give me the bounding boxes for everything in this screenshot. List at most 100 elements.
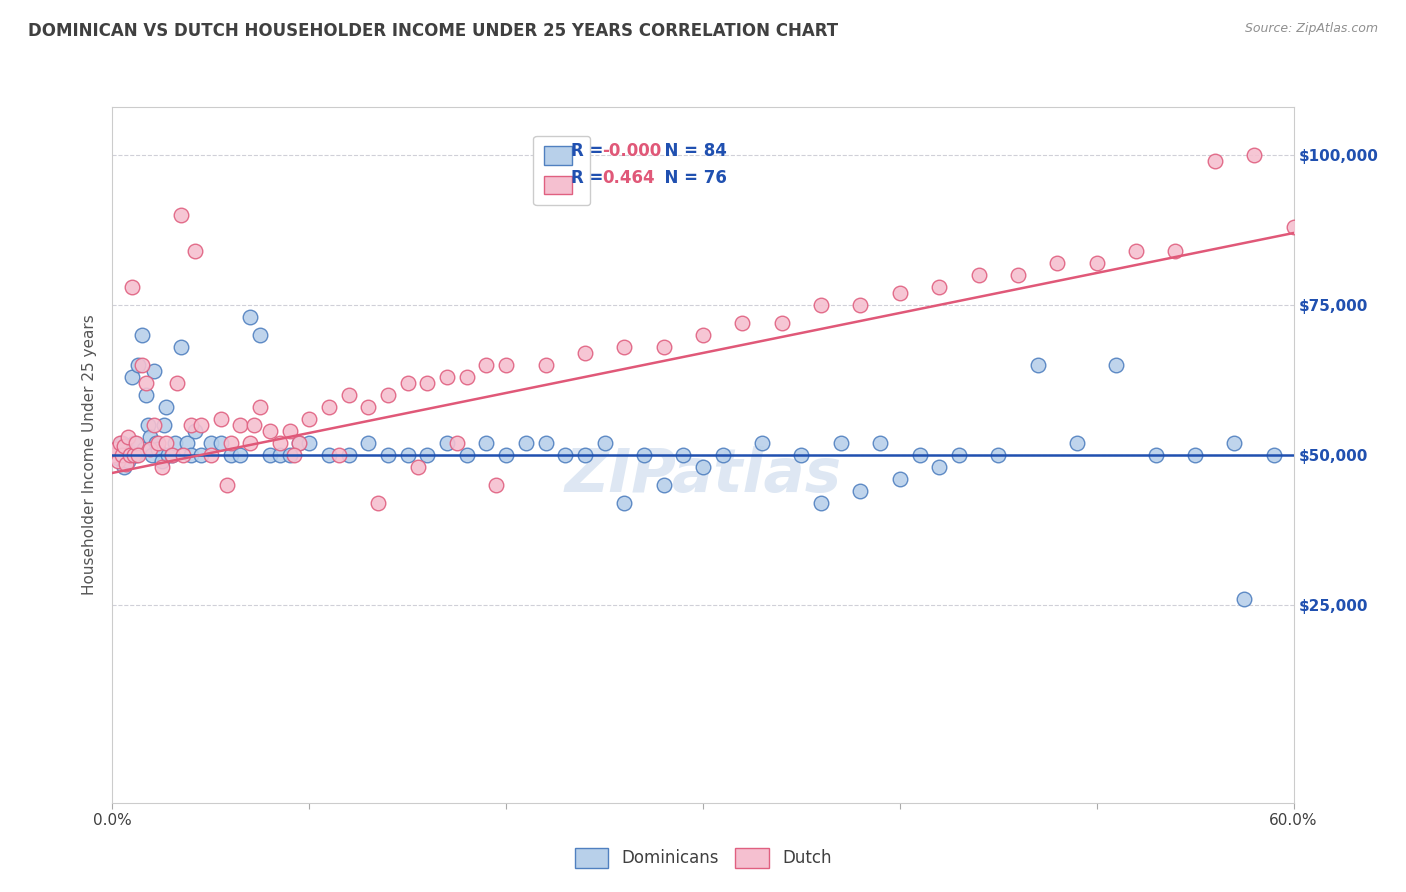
Point [1066,436,1088,450]
Point [145,436,167,450]
Point [112,439,135,453]
Point [215,478,238,492]
Point [131,358,153,372]
Point [105,442,128,456]
Point [249,328,271,343]
Point [337,388,360,402]
Point [110,445,132,459]
Text: R =: R = [571,169,614,187]
Point [278,424,301,438]
Point [239,310,262,324]
Point [485,478,508,492]
Point [1233,591,1256,606]
Legend: , : , [533,136,591,205]
Point [110,436,132,450]
Point [554,448,576,462]
Point [135,376,157,390]
Point [1144,448,1167,462]
Point [120,448,142,462]
Point [111,448,134,462]
Point [132,442,155,456]
Point [150,459,173,474]
Point [142,364,165,378]
Point [172,448,194,462]
Point [131,328,153,343]
Point [176,436,198,450]
Point [269,436,291,450]
Point [416,448,439,462]
Point [122,448,145,462]
Point [180,417,202,432]
Point [731,316,754,330]
Point [115,457,138,471]
Point [1007,268,1029,282]
Point [117,430,139,444]
Point [239,436,262,450]
Point [711,448,734,462]
Point [298,436,321,450]
Point [928,280,950,294]
Point [165,436,187,450]
Point [269,448,291,462]
Point [209,436,232,450]
Point [111,436,134,450]
Point [190,417,212,432]
Point [142,417,165,432]
Point [127,448,149,462]
Point [751,436,773,450]
Point [436,436,458,450]
Point [318,448,340,462]
Point [125,436,148,450]
Point [633,448,655,462]
Y-axis label: Householder Income Under 25 years: Householder Income Under 25 years [82,315,97,595]
Point [416,376,439,390]
Point [107,450,129,465]
Point [367,496,389,510]
Point [121,280,143,294]
Text: -0.000: -0.000 [603,142,662,160]
Point [259,424,281,438]
Text: N = 84: N = 84 [654,142,727,160]
Point [446,436,468,450]
Point [790,448,813,462]
Point [377,388,399,402]
Point [1105,358,1128,372]
Point [160,448,183,462]
Text: 0.464: 0.464 [603,169,655,187]
Point [209,412,232,426]
Point [1223,436,1246,450]
Point [229,448,252,462]
Text: R =: R = [571,142,609,160]
Legend: Dominicans, Dutch: Dominicans, Dutch [568,841,838,875]
Point [103,448,125,462]
Point [574,346,596,360]
Point [1085,256,1108,270]
Point [396,376,419,390]
Point [155,436,177,450]
Point [515,436,537,450]
Point [135,388,157,402]
Point [574,448,596,462]
Point [456,448,478,462]
Point [141,448,163,462]
Point [288,436,311,450]
Point [613,340,636,354]
Point [219,448,242,462]
Point [652,478,675,492]
Point [849,298,872,312]
Point [928,459,950,474]
Point [259,448,281,462]
Text: N = 76: N = 76 [654,169,727,187]
Point [495,358,517,372]
Point [692,459,714,474]
Point [318,400,340,414]
Point [534,436,557,450]
Point [377,448,399,462]
Point [150,454,173,468]
Point [1243,148,1265,162]
Point [152,417,174,432]
Point [170,208,193,222]
Point [357,400,380,414]
Point [908,448,931,462]
Point [136,417,159,432]
